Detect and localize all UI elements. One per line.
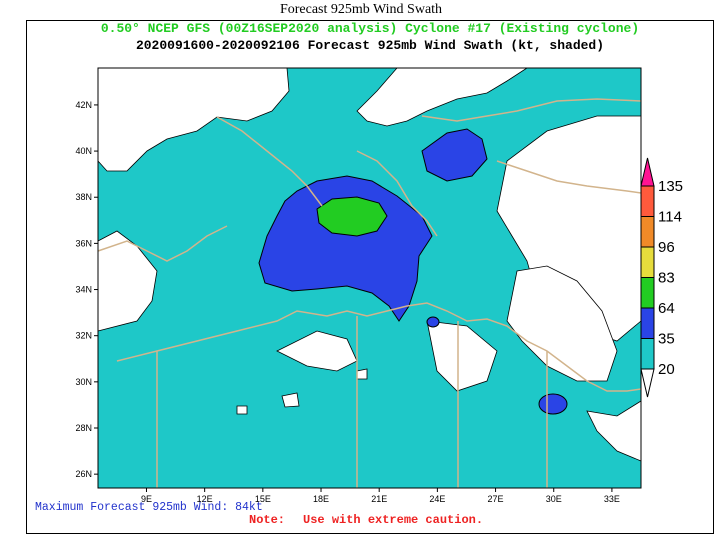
caution-note-label: Note:	[249, 513, 286, 527]
legend-swatch	[640, 216, 655, 248]
legend-value-label: 20	[658, 361, 675, 378]
wind-64kt-core	[316, 196, 388, 237]
wind-35kt-region-egypt	[538, 393, 568, 415]
legend-arrow-bottom	[640, 368, 655, 398]
wind-35kt-region-aegean	[421, 128, 488, 182]
wind-legend: 135 114 96 83 64 35 20	[640, 157, 683, 398]
caution-note-text: Use with extreme caution.	[303, 513, 484, 527]
y-tick-label: 40N	[75, 146, 92, 156]
legend-arrow-top	[640, 157, 655, 187]
legend-value-label: 64	[658, 300, 675, 317]
coastlines	[97, 98, 642, 488]
x-axis: 9E 12E 15E 18E 21E 24E 27E 30E 33E	[141, 488, 620, 504]
map-plot	[97, 67, 642, 489]
unshaded-land-regions	[97, 67, 642, 462]
x-tick-label: 24E	[429, 494, 445, 504]
x-tick-label: 9E	[141, 494, 152, 504]
legend-value-label: 96	[658, 239, 675, 256]
y-tick-label: 28N	[75, 423, 92, 433]
figure-frame: 0.50° NCEP GFS (00Z16SEP2020 analysis) C…	[26, 20, 714, 534]
legend-value-label: 135	[658, 178, 683, 195]
x-tick-label: 21E	[371, 494, 387, 504]
y-tick-label: 36N	[75, 238, 92, 248]
map-canvas: 42N 40N 38N 36N 34N 32N 30N 28N 26N 9E 12E 15E 18E 2…	[75, 67, 683, 504]
header-forecast-line: 2020091600-2020092106 Forecast 925mb Win…	[135, 38, 605, 53]
y-tick-label: 32N	[75, 331, 92, 341]
legend-swatch	[640, 246, 655, 278]
y-tick-label: 38N	[75, 192, 92, 202]
legend-swatch	[640, 307, 655, 339]
legend-swatch	[640, 185, 655, 217]
header-model-line: 0.50° NCEP GFS (00Z16SEP2020 analysis) C…	[100, 21, 640, 36]
y-tick-label: 42N	[75, 100, 92, 110]
legend-value-label: 114	[658, 209, 682, 226]
page-title: Forecast 925mb Wind Swath	[279, 2, 443, 17]
max-wind-label: Maximum Forecast 925mb Wind: 84kt	[35, 501, 263, 514]
x-tick-label: 27E	[488, 494, 504, 504]
x-tick-label: 15E	[255, 494, 271, 504]
wind-35kt-region-small	[426, 316, 440, 328]
wind-35kt-region	[258, 175, 433, 322]
x-tick-label: 30E	[546, 494, 562, 504]
y-tick-label: 26N	[75, 469, 92, 479]
legend-value-label: 35	[658, 331, 675, 348]
x-tick-label: 18E	[313, 494, 329, 504]
x-tick-label: 33E	[604, 494, 620, 504]
y-tick-label: 34N	[75, 285, 92, 295]
y-axis: 42N 40N 38N 36N 34N 32N 30N 28N 26N	[75, 100, 98, 479]
legend-swatch	[640, 277, 655, 309]
y-tick-label: 30N	[75, 377, 92, 387]
legend-swatch	[640, 338, 655, 370]
x-tick-label: 12E	[197, 494, 213, 504]
legend-value-label: 83	[658, 270, 675, 287]
caution-note: Note: Use with extreme caution.	[249, 513, 501, 527]
